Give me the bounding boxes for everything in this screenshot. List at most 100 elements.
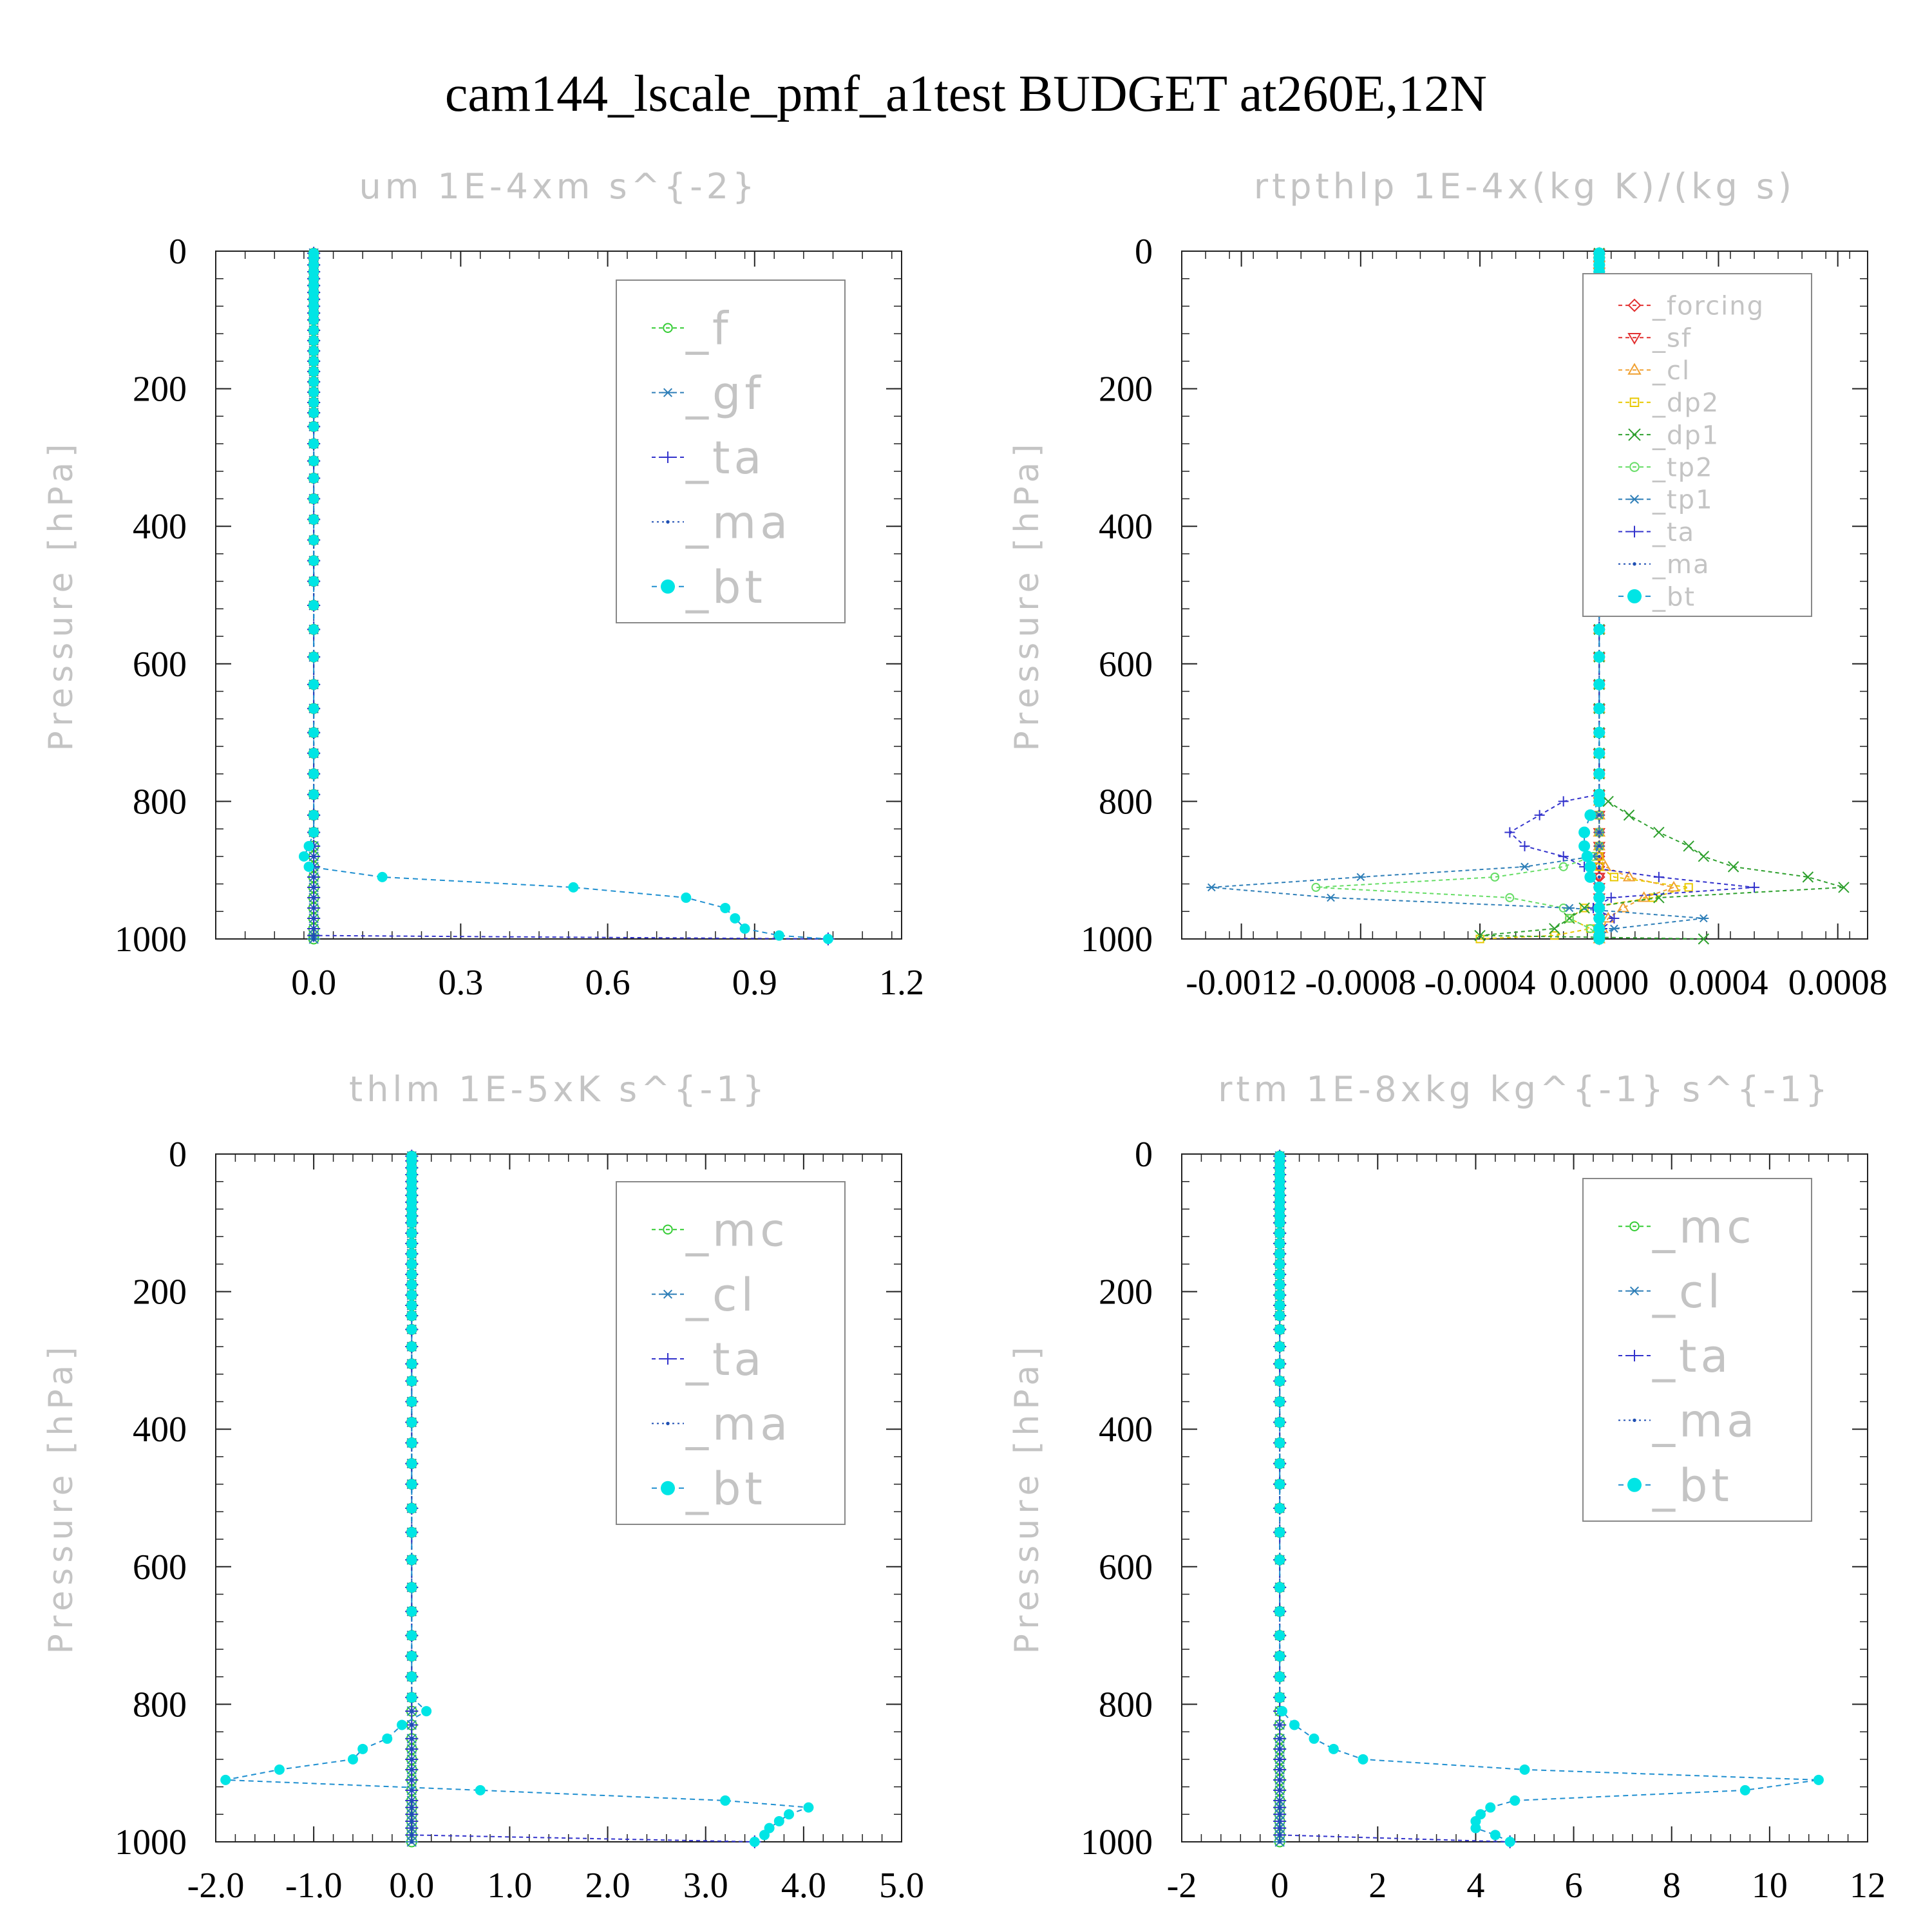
legend-entry: _cl bbox=[685, 1269, 757, 1321]
data-point bbox=[312, 926, 316, 931]
series-group bbox=[220, 1150, 814, 1848]
data-point bbox=[406, 1630, 417, 1641]
data-point bbox=[410, 1826, 414, 1830]
legend-marker bbox=[1629, 526, 1640, 538]
data-point bbox=[406, 1289, 417, 1300]
data-point bbox=[1325, 893, 1336, 902]
x-tick-label: 1.0 bbox=[487, 1866, 532, 1906]
data-point bbox=[1578, 826, 1591, 838]
data-point bbox=[1609, 924, 1620, 933]
data-point bbox=[1470, 1823, 1481, 1833]
legend-entry: _ma bbox=[1652, 550, 1710, 580]
legend-box bbox=[1582, 1178, 1812, 1522]
data-point bbox=[1274, 1324, 1285, 1335]
data-point bbox=[406, 1417, 417, 1428]
legend-marker bbox=[1629, 495, 1640, 504]
legend: _mc _cl _ta _ma _bt bbox=[1582, 1178, 1812, 1522]
data-point bbox=[308, 397, 319, 408]
data-point bbox=[1278, 1788, 1282, 1792]
data-point bbox=[803, 1802, 814, 1813]
data-point bbox=[1519, 840, 1530, 851]
legend-entry: _dp1 bbox=[1652, 421, 1719, 450]
data-point bbox=[1274, 1417, 1285, 1428]
data-point bbox=[1274, 1396, 1285, 1407]
plot-frame bbox=[215, 251, 902, 940]
data-point bbox=[1597, 875, 1601, 879]
data-point bbox=[406, 1310, 417, 1321]
legend: _mc _cl _ta _ma _bt bbox=[616, 1181, 846, 1525]
data-point bbox=[1278, 1833, 1282, 1837]
data-point bbox=[421, 1706, 432, 1717]
data-point bbox=[406, 1671, 417, 1682]
data-point bbox=[773, 930, 784, 941]
data-point bbox=[1274, 1503, 1285, 1514]
data-point bbox=[410, 1812, 414, 1817]
data-point bbox=[1289, 1719, 1300, 1730]
data-point bbox=[410, 1798, 414, 1803]
data-point bbox=[308, 439, 319, 450]
legend-marker bbox=[1629, 1286, 1640, 1296]
data-point bbox=[1274, 1289, 1285, 1300]
y-axis-label: Pressure [hPa] bbox=[42, 439, 80, 752]
data-point bbox=[406, 1358, 417, 1369]
x-tick-label: 2.0 bbox=[585, 1866, 630, 1906]
legend-box bbox=[616, 1181, 846, 1525]
x-tick-label: 0.0 bbox=[291, 963, 336, 1003]
data-point bbox=[406, 1606, 417, 1617]
data-point bbox=[312, 937, 316, 941]
data-point bbox=[1278, 1826, 1282, 1830]
data-point bbox=[1623, 810, 1635, 821]
y-tick-label: 1000 bbox=[1081, 1823, 1153, 1862]
data-point bbox=[348, 1754, 358, 1765]
data-point bbox=[720, 902, 731, 913]
legend-entry: _ta bbox=[1652, 518, 1695, 547]
legend-box bbox=[616, 279, 846, 623]
data-point bbox=[1274, 1300, 1285, 1311]
data-point bbox=[773, 1815, 784, 1826]
data-point bbox=[1593, 933, 1605, 945]
data-point bbox=[312, 933, 316, 938]
data-point bbox=[1519, 862, 1530, 871]
data-point bbox=[1564, 913, 1575, 924]
data-point bbox=[1274, 1227, 1285, 1238]
data-point bbox=[1667, 880, 1680, 892]
data-point bbox=[1597, 844, 1601, 848]
data-point bbox=[1355, 873, 1366, 882]
data-point bbox=[1274, 1269, 1285, 1280]
data-point bbox=[308, 407, 319, 418]
data-point bbox=[1278, 1812, 1282, 1817]
data-point bbox=[308, 355, 319, 366]
x-tick-label: 5.0 bbox=[879, 1866, 924, 1906]
data-point bbox=[1593, 678, 1605, 690]
chart-panel-1: um 1E-4xm s^{-2} Pressure [hPa] 0.0 0.3 0.6 0… bbox=[42, 166, 924, 1003]
legend-marker bbox=[1628, 428, 1641, 441]
data-point bbox=[1558, 862, 1568, 871]
data-point bbox=[406, 1503, 417, 1514]
data-point bbox=[1593, 623, 1605, 636]
data-point bbox=[1653, 826, 1665, 838]
data-point bbox=[1578, 902, 1590, 914]
x-tick-label: 0.6 bbox=[585, 963, 630, 1003]
data-point bbox=[1597, 813, 1601, 817]
data-point bbox=[1698, 851, 1710, 862]
x-tick-label: 4.0 bbox=[781, 1866, 826, 1906]
y-tick-label: 0 bbox=[1135, 232, 1153, 272]
legend-marker bbox=[666, 520, 670, 524]
y-tick-label: 200 bbox=[133, 1273, 187, 1312]
data-point bbox=[1274, 1582, 1285, 1593]
plot-frame bbox=[1181, 1153, 1868, 1842]
data-point bbox=[1328, 1743, 1339, 1754]
data-point bbox=[1274, 1651, 1285, 1662]
data-point bbox=[312, 875, 316, 879]
panels: um 1E-4xm s^{-2} Pressure [hPa] 0.0 0.3 0.6 0… bbox=[42, 166, 1888, 1906]
y-tick-label: 0 bbox=[1135, 1135, 1153, 1175]
data-point bbox=[1278, 1840, 1282, 1844]
data-point bbox=[410, 1723, 414, 1727]
data-point bbox=[1593, 795, 1605, 808]
panel-title: thlm 1E-5xK s^{-1} bbox=[349, 1069, 768, 1110]
data-point bbox=[410, 1709, 414, 1714]
legend-marker bbox=[663, 323, 673, 333]
legend-marker bbox=[1633, 562, 1636, 566]
data-point bbox=[1504, 1837, 1515, 1847]
legend-entry: _bt bbox=[685, 561, 766, 614]
